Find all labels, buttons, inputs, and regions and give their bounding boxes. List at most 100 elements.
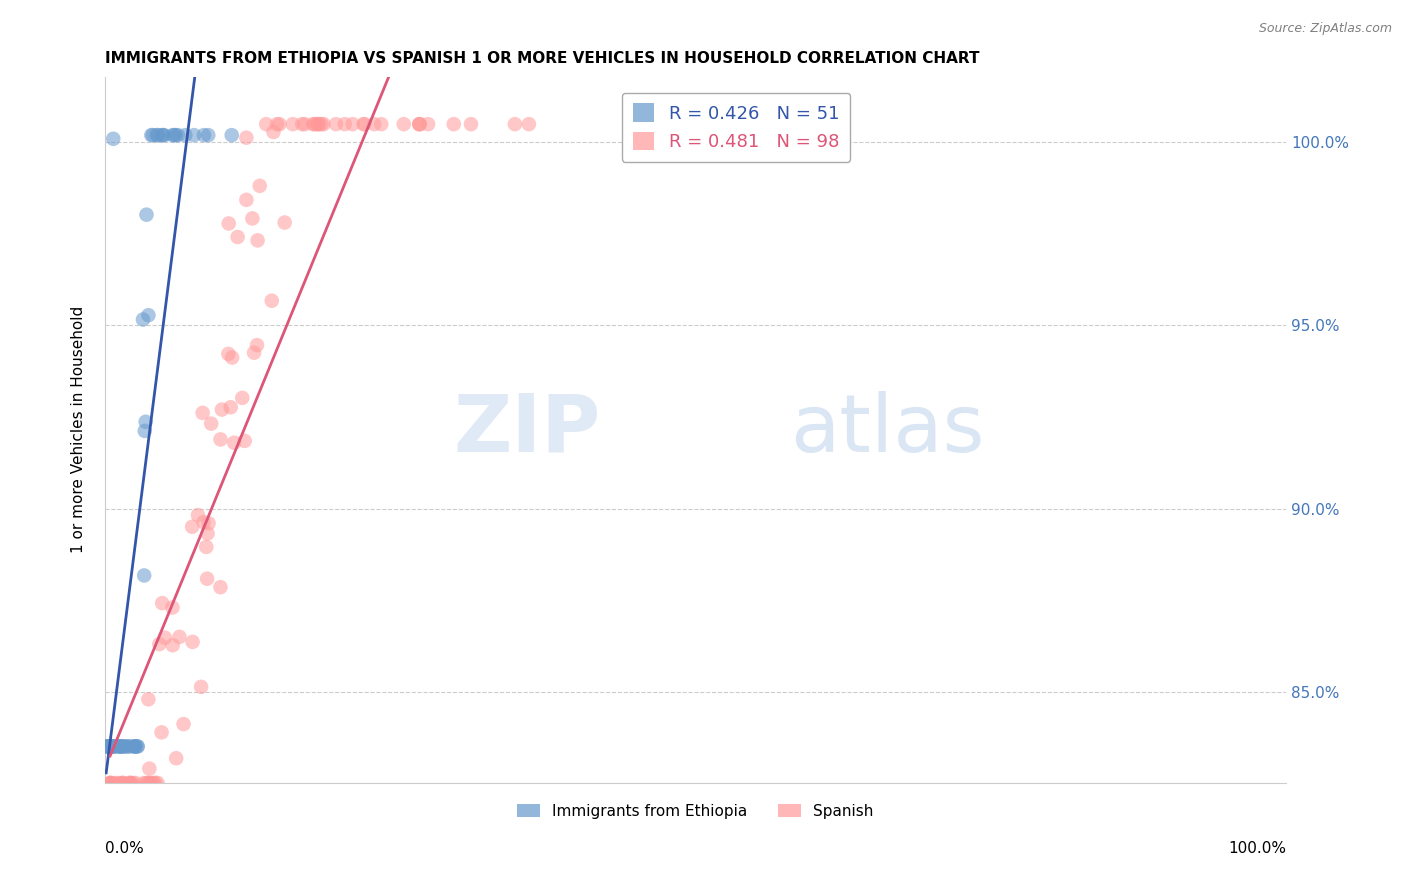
- Point: [135, 208, 157, 222]
- Y-axis label: 1 or more Vehicles in Household: 1 or more Vehicles in Household: [72, 306, 86, 553]
- Point: [98, 776, 121, 790]
- Point: [294, 117, 316, 131]
- Point: [173, 717, 195, 731]
- Point: [120, 776, 142, 790]
- Point: [103, 132, 125, 146]
- Point: [191, 406, 214, 420]
- Text: Source: ZipAtlas.com: Source: ZipAtlas.com: [1258, 22, 1392, 36]
- Point: [97, 739, 120, 754]
- Text: atlas: atlas: [790, 391, 984, 469]
- Point: [132, 776, 155, 790]
- Point: [135, 415, 157, 429]
- Point: [111, 739, 134, 754]
- Point: [503, 117, 526, 131]
- Point: [103, 739, 125, 754]
- Point: [110, 739, 132, 754]
- Point: [307, 117, 329, 131]
- Point: [266, 117, 288, 131]
- Point: [197, 516, 219, 531]
- Text: 100.0%: 100.0%: [1227, 841, 1286, 856]
- Point: [195, 572, 218, 586]
- Point: [150, 128, 173, 142]
- Point: [169, 630, 191, 644]
- Point: [141, 128, 163, 142]
- Point: [312, 117, 335, 131]
- Point: [246, 233, 269, 247]
- Text: 0.0%: 0.0%: [105, 841, 143, 856]
- Point: [273, 215, 295, 229]
- Point: [118, 739, 141, 754]
- Point: [193, 515, 215, 529]
- Point: [153, 128, 176, 142]
- Point: [108, 739, 131, 754]
- Point: [135, 776, 157, 790]
- Point: [517, 117, 540, 131]
- Point: [209, 580, 232, 594]
- Point: [108, 739, 131, 754]
- Point: [138, 776, 160, 790]
- Point: [162, 638, 184, 652]
- Point: [118, 776, 141, 790]
- Point: [107, 776, 129, 790]
- Point: [108, 739, 131, 754]
- Point: [104, 776, 127, 790]
- Point: [181, 520, 204, 534]
- Point: [101, 776, 124, 790]
- Point: [162, 600, 184, 615]
- Point: [150, 596, 173, 610]
- Point: [163, 128, 186, 142]
- Point: [97, 739, 120, 754]
- Point: [197, 128, 219, 142]
- Point: [217, 347, 239, 361]
- Text: ZIP: ZIP: [454, 391, 600, 469]
- Point: [138, 762, 160, 776]
- Point: [416, 117, 439, 131]
- Point: [98, 776, 121, 790]
- Point: [148, 637, 170, 651]
- Point: [243, 345, 266, 359]
- Point: [98, 776, 121, 790]
- Point: [167, 128, 190, 142]
- Point: [197, 526, 219, 541]
- Point: [193, 128, 215, 142]
- Point: [114, 739, 136, 754]
- Point: [181, 635, 204, 649]
- Point: [187, 508, 209, 522]
- Point: [165, 751, 187, 765]
- Point: [443, 117, 465, 131]
- Point: [218, 217, 240, 231]
- Point: [305, 117, 328, 131]
- Point: [221, 351, 243, 365]
- Point: [124, 739, 146, 754]
- Point: [139, 776, 162, 790]
- Point: [96, 739, 118, 754]
- Point: [150, 725, 173, 739]
- Point: [353, 117, 375, 131]
- Point: [408, 117, 430, 131]
- Point: [118, 776, 141, 790]
- Point: [127, 739, 149, 754]
- Point: [103, 739, 125, 754]
- Point: [111, 776, 134, 790]
- Point: [190, 680, 212, 694]
- Point: [333, 117, 356, 131]
- Point: [98, 776, 121, 790]
- Point: [254, 117, 277, 131]
- Point: [291, 117, 314, 131]
- Point: [127, 739, 149, 754]
- Point: [141, 776, 163, 790]
- Point: [145, 776, 167, 790]
- Point: [235, 193, 257, 207]
- Point: [104, 739, 127, 754]
- Point: [325, 117, 347, 131]
- Point: [152, 128, 174, 142]
- Point: [242, 211, 264, 226]
- Point: [460, 117, 482, 131]
- Point: [124, 739, 146, 754]
- Point: [363, 117, 385, 131]
- Point: [153, 631, 176, 645]
- Point: [111, 776, 134, 790]
- Point: [146, 776, 169, 790]
- Point: [408, 117, 430, 131]
- Point: [224, 435, 246, 450]
